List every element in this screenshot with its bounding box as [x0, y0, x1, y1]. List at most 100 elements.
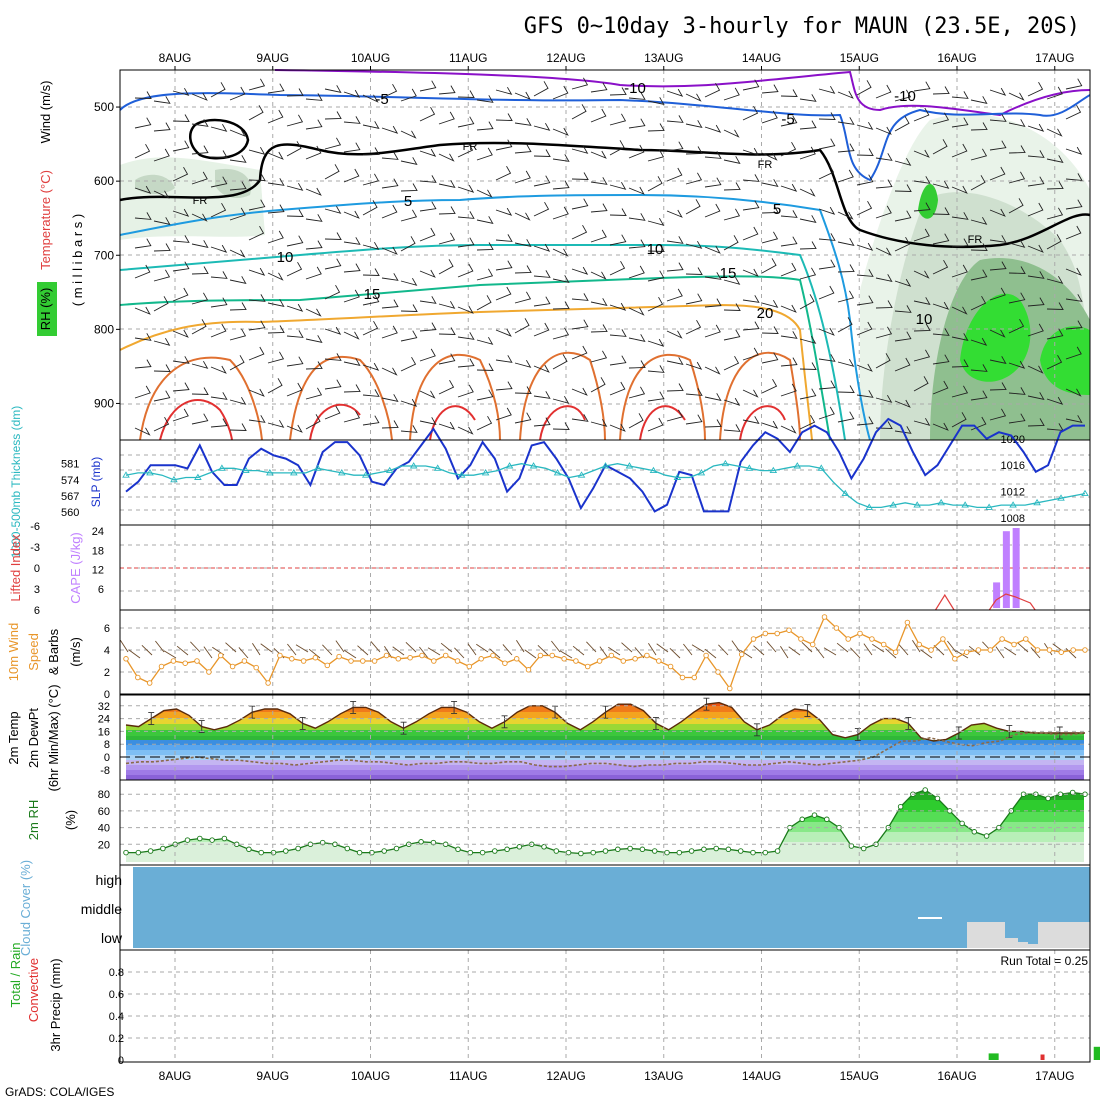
thickness-marker — [290, 469, 298, 476]
wind-barb — [552, 180, 570, 190]
temp-band-warm — [126, 712, 1084, 718]
wind-speed-point — [608, 652, 615, 659]
wind-barb — [666, 115, 684, 123]
wind-speed-point — [833, 625, 840, 631]
wind-barb — [191, 387, 209, 395]
wind-barb — [514, 118, 532, 126]
minmax-whisker — [905, 716, 912, 730]
wind-barb — [913, 349, 931, 362]
wind-barb — [761, 378, 778, 394]
wind-barb — [134, 306, 151, 315]
contour-label: -5 — [781, 111, 794, 128]
rh-point — [479, 849, 486, 856]
wind-barb — [495, 139, 513, 151]
rh-point — [295, 845, 301, 852]
wind-barb — [989, 382, 1007, 391]
wind-barb — [666, 357, 684, 365]
thickness-marker — [745, 464, 754, 471]
minmax-whisker — [753, 723, 760, 737]
wind-speed-point — [561, 656, 567, 662]
wind-barb — [704, 124, 722, 133]
wind-barb — [1065, 78, 1083, 90]
rh-point — [590, 849, 596, 856]
wind-barb — [533, 417, 551, 427]
wind-barb — [476, 189, 493, 198]
wind-barb — [818, 164, 835, 180]
rh-point — [184, 837, 191, 843]
wind-barb — [1065, 267, 1082, 276]
rh-point — [430, 839, 437, 846]
wind-barb — [742, 79, 760, 91]
wind-barb — [514, 291, 532, 304]
cape-bar — [1012, 528, 1020, 608]
date-tick-label-top: 10AUG — [351, 51, 390, 65]
rh-fill-area — [960, 293, 1031, 382]
rh-point — [848, 843, 855, 849]
wind-speed-point — [857, 630, 863, 637]
slp-tick-label: 1012 — [1001, 487, 1025, 499]
wind-barb — [894, 278, 912, 287]
wind-barb — [533, 122, 551, 131]
rh-tick-label: 60 — [98, 806, 110, 818]
wind-barb — [780, 331, 798, 339]
thickness-marker — [361, 471, 370, 478]
wind-barb — [685, 319, 702, 335]
wind-barb — [514, 359, 532, 368]
wind-barb — [172, 87, 190, 96]
wind-barb — [324, 85, 342, 93]
wind-barb — [308, 648, 321, 659]
temperature-contour — [274, 69, 1091, 117]
wind-barb — [723, 303, 741, 311]
wind-barb — [381, 246, 398, 255]
wind-barb — [704, 366, 721, 375]
wind-barb — [419, 227, 436, 242]
wind-barb — [666, 167, 683, 182]
wind-barb — [533, 322, 550, 337]
wind-barb — [1046, 302, 1064, 310]
wind-barb — [685, 388, 703, 396]
wind-speed-point — [774, 630, 780, 637]
minmax-whisker — [350, 700, 357, 714]
rh-point — [725, 846, 732, 853]
cloud-cover-panel: high middle low — [81, 864, 1091, 951]
wind-barb — [647, 149, 665, 162]
wind-barb — [1027, 297, 1045, 307]
wind-barb — [400, 277, 418, 286]
wind-barb — [647, 123, 665, 132]
thickness-marker — [841, 489, 850, 497]
date-tick-label-bottom: 8AUG — [159, 1069, 192, 1083]
wind-speed-point — [383, 652, 390, 659]
wind-barb — [1008, 239, 1026, 248]
wind-tick-label: 2 — [104, 667, 110, 679]
wind-speed-point — [170, 658, 177, 664]
rh-fill-area — [1040, 326, 1090, 395]
thickness-marker — [793, 462, 802, 469]
wind-barb — [438, 206, 456, 215]
wind-barb — [343, 263, 361, 273]
wind-barb — [1027, 271, 1045, 279]
wind-barb — [191, 266, 209, 275]
wind-barb — [628, 144, 645, 159]
wind-barb — [153, 217, 171, 225]
wind-barb — [552, 248, 569, 257]
wind-barb — [590, 271, 607, 280]
thickness-marker — [194, 473, 202, 480]
wind-barb — [381, 83, 398, 99]
wind-barb — [837, 117, 855, 125]
wind-speed-point — [502, 660, 508, 666]
wind-barb — [685, 267, 703, 275]
wind-barb — [856, 321, 873, 336]
wind-barb — [286, 330, 304, 338]
date-tick-label-bottom: 9AUG — [256, 1069, 289, 1083]
wind-barb — [552, 127, 569, 136]
wind-barb — [419, 175, 437, 183]
wind-barb — [153, 269, 171, 282]
cape-tick-label: 24 — [92, 526, 104, 538]
wind-barb — [153, 190, 170, 199]
wind-barb — [780, 141, 797, 157]
wind-barb — [153, 416, 170, 432]
wind-barb — [609, 355, 627, 366]
panel-bg — [120, 950, 1090, 1062]
